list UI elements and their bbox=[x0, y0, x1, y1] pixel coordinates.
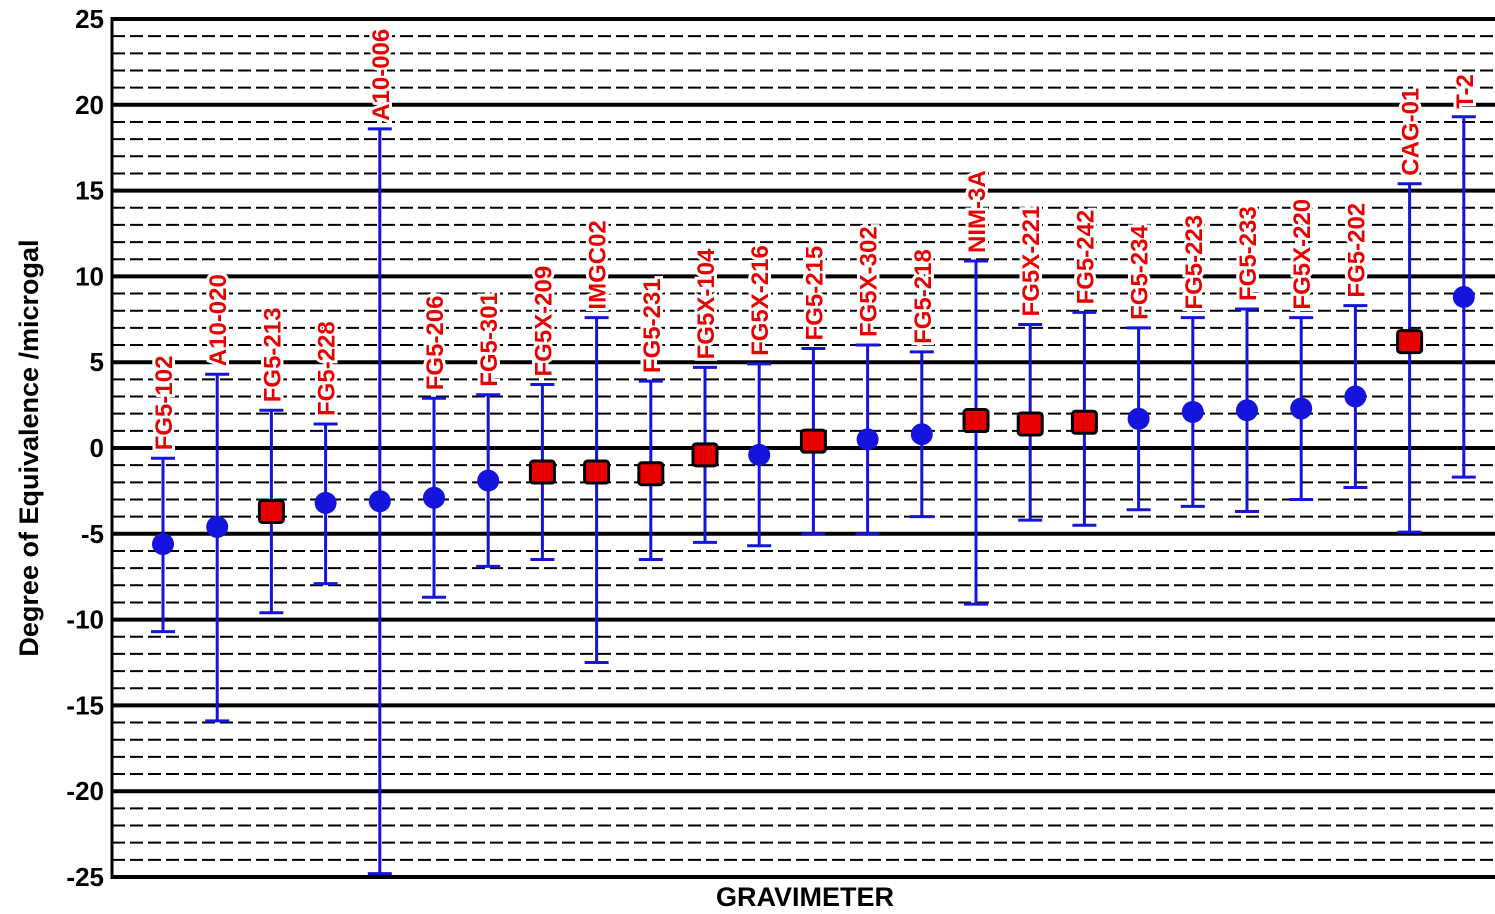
square-marker bbox=[962, 408, 990, 434]
y-tick-label: 0 bbox=[90, 433, 104, 463]
gravimeter-label: FG5-102 bbox=[151, 356, 178, 451]
square-marker bbox=[257, 498, 285, 524]
gravimeter-label: FG5X-104 bbox=[693, 248, 720, 359]
gravimeter-label: FG5-206 bbox=[422, 296, 449, 391]
circle-marker bbox=[477, 469, 500, 492]
circle-marker bbox=[1290, 397, 1313, 420]
grid bbox=[110, 17, 1495, 879]
gravimeter-label: FG5-215 bbox=[801, 246, 828, 341]
gravimeter-label: FG5-242 bbox=[1072, 210, 1099, 305]
circle-marker bbox=[748, 443, 771, 466]
circle-marker bbox=[856, 428, 879, 451]
y-tick-label: -20 bbox=[66, 776, 104, 806]
y-tick-label: 25 bbox=[75, 4, 104, 34]
gravimeter-label: FG5-228 bbox=[314, 321, 341, 416]
circle-marker bbox=[1181, 400, 1204, 423]
y-tick-label: 5 bbox=[90, 347, 104, 377]
gravimeter-label: FG5-223 bbox=[1181, 215, 1208, 310]
square-marker bbox=[637, 461, 665, 487]
circle-marker bbox=[1236, 399, 1258, 422]
square-marker bbox=[1016, 411, 1044, 437]
gravimeter-label: FG5-213 bbox=[259, 308, 286, 403]
gravimeter-label: FG5-233 bbox=[1235, 206, 1262, 301]
gravimeter-label: FG5X-302 bbox=[856, 226, 883, 337]
gravimeter-label: CAG-01 bbox=[1398, 88, 1425, 176]
gravimeter-label: FG5-234 bbox=[1127, 225, 1154, 320]
y-tick-label: 15 bbox=[75, 176, 104, 206]
square-marker bbox=[1396, 329, 1424, 355]
circle-marker bbox=[1452, 285, 1475, 308]
x-axis-title: GRAVIMETER bbox=[716, 882, 894, 912]
y-tick-label: -10 bbox=[66, 605, 104, 635]
gravimeter-label: FG5-202 bbox=[1343, 203, 1370, 298]
gravimeter-label: A10-006 bbox=[368, 29, 395, 121]
circle-marker bbox=[423, 486, 445, 509]
square-marker bbox=[583, 459, 611, 485]
circle-marker bbox=[1344, 385, 1367, 408]
circle-marker bbox=[1127, 407, 1150, 430]
gravimeter-labels: FG5-102 A10-020 FG5-213 FG5-228 A10-006 FG5-2… bbox=[148, 26, 1482, 454]
gravimeter-label: IMGC02 bbox=[585, 220, 612, 309]
error-bars bbox=[151, 115, 1476, 876]
gravimeter-label: NIM-3A bbox=[964, 170, 991, 253]
y-tick-label: -25 bbox=[66, 862, 104, 892]
y-axis-title: Degree of Equivalence /microgal bbox=[14, 239, 44, 656]
gravimeter-label: FG5-231 bbox=[639, 278, 666, 373]
gravimeter-label: FG5X-209 bbox=[530, 266, 557, 377]
gravimeter-label: FG5X-221 bbox=[1018, 206, 1045, 317]
y-tick-label: 20 bbox=[75, 90, 104, 120]
square-marker bbox=[528, 459, 556, 485]
square-marker bbox=[799, 428, 827, 454]
gravimeter-label: FG5X-216 bbox=[747, 245, 774, 356]
gravimeter-label: T-2 bbox=[1452, 74, 1479, 109]
y-tick-label: -15 bbox=[66, 690, 104, 720]
square-marker bbox=[1070, 409, 1098, 435]
circle-marker bbox=[368, 490, 391, 513]
circle-marker bbox=[152, 533, 174, 556]
gravimeter-label: FG5-301 bbox=[476, 292, 503, 387]
data-markers bbox=[152, 285, 1475, 556]
gravimeter-label: A10-020 bbox=[205, 274, 232, 366]
square-marker bbox=[691, 442, 719, 468]
y-tick-label: -5 bbox=[81, 519, 104, 549]
circle-marker bbox=[314, 491, 337, 514]
y-axis-ticks: 25 20 15 10 5 0 -5 -10 -15 -20 -25 bbox=[66, 4, 104, 892]
circle-marker bbox=[910, 423, 933, 446]
gravimeter-label: FG5X-220 bbox=[1289, 199, 1316, 310]
y-tick-label: 10 bbox=[75, 261, 104, 291]
gravimeter-label: FG5-218 bbox=[910, 249, 937, 344]
circle-marker bbox=[206, 515, 229, 538]
